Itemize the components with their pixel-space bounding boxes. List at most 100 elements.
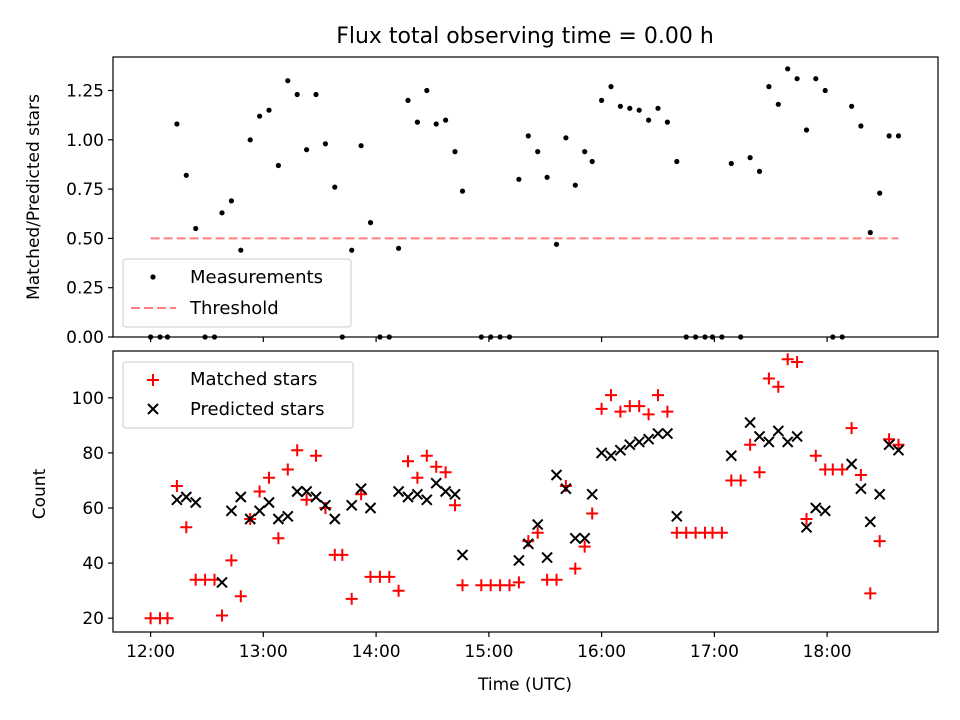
matched-star-point <box>300 493 313 506</box>
measurement-point <box>174 121 180 127</box>
matched-star-point <box>253 485 266 498</box>
predicted-star-point <box>586 488 598 501</box>
matched-star-point <box>734 474 747 487</box>
matched-star-point <box>633 400 646 413</box>
measurement-point <box>459 188 466 194</box>
measurement-point <box>367 220 374 226</box>
predicted-star-point <box>725 449 738 462</box>
predicted-star-point <box>772 425 785 437</box>
matched-star-point <box>263 471 275 484</box>
y-tick-label: 100 <box>72 389 104 409</box>
measurement-point <box>867 229 873 236</box>
measurement-point <box>266 107 272 113</box>
bottom-plot-area <box>144 353 905 625</box>
predicted-star-point <box>624 438 636 451</box>
matched-star-point <box>809 449 822 462</box>
predicted-star-point <box>456 549 469 561</box>
predicted-star-point <box>310 491 322 503</box>
matched-star-point <box>272 532 285 545</box>
matched-star-point <box>336 548 349 561</box>
predicted-star-point <box>319 499 332 512</box>
predicted-star-point <box>513 554 525 567</box>
measurement-point <box>877 190 883 196</box>
matched-star-point <box>216 609 228 622</box>
y-tick-label: 1.25 <box>66 82 104 102</box>
matched-star-point <box>753 466 766 479</box>
predicted-star-point <box>800 521 813 534</box>
x-tick-label: 12:00 <box>126 642 175 662</box>
predicted-star-point <box>282 510 294 523</box>
matched-star-point <box>420 449 433 462</box>
measurement-point <box>313 91 319 98</box>
predicted-star-point <box>355 482 367 495</box>
matched-star-point <box>402 455 414 468</box>
matched-star-point <box>605 389 617 402</box>
measurement-point <box>589 158 595 165</box>
predicted-star-point <box>329 513 341 525</box>
measurement-point <box>794 76 800 82</box>
measurement-point <box>756 168 763 174</box>
y-tick-label: 60 <box>82 499 104 519</box>
predicted-star-point <box>810 502 822 514</box>
y-tick-label: 0.50 <box>66 229 104 249</box>
measurement-point <box>228 198 234 204</box>
matched-star-point <box>781 353 794 366</box>
legend-measurements-label: Measurements <box>190 267 323 288</box>
top-legend-box <box>122 258 352 328</box>
measurement-point <box>349 247 355 253</box>
matched-star-point <box>355 488 368 501</box>
x-axis-label: Time (UTC) <box>477 675 572 695</box>
bottom-y-ticks: 20 40 60 80 100 <box>72 389 113 629</box>
legend-threshold-label: Threshold <box>189 298 279 319</box>
matched-star-point <box>234 590 247 603</box>
predicted-star-point <box>744 416 756 429</box>
predicted-star-point <box>402 491 414 503</box>
matched-star-point <box>449 499 461 512</box>
matched-star-point <box>791 356 804 368</box>
measurement-point <box>219 210 225 216</box>
predicted-star-point <box>522 538 535 550</box>
measurement-point <box>525 133 531 139</box>
x-tick-label: 15:00 <box>464 642 513 662</box>
measurement-point <box>452 149 458 155</box>
top-y-axis-label: Matched/Predicted stars <box>24 94 44 300</box>
bottom-x-ticks: 12:00 13:00 14:00 15:00 16:00 17:00 18:00 <box>126 632 852 662</box>
predicted-star-point <box>633 436 645 448</box>
matched-star-point <box>503 579 516 592</box>
y-tick-label: 40 <box>82 554 104 574</box>
predicted-star-point <box>864 516 877 528</box>
measurement-point <box>322 141 328 147</box>
predicted-star-point <box>855 482 867 495</box>
measurement-point <box>766 84 772 90</box>
predicted-star-point <box>345 499 358 512</box>
y-tick-label: 0.25 <box>66 279 104 299</box>
measurement-point <box>405 97 411 103</box>
top-y-ticks: 0.00 0.25 0.50 0.75 1.00 1.25 <box>66 82 113 348</box>
predicted-star-point <box>291 485 303 498</box>
matched-star-point <box>800 513 813 525</box>
predicted-star-point <box>753 430 766 443</box>
bottom-y-axis-label: Count <box>30 468 50 519</box>
y-tick-label: 20 <box>82 609 104 629</box>
measurement-point <box>544 174 550 180</box>
y-tick-label: 1.00 <box>66 131 104 151</box>
matched-star-point <box>586 507 599 520</box>
matched-star-point <box>772 380 785 393</box>
matched-star-point <box>512 576 525 589</box>
x-tick-label: 16:00 <box>577 642 626 662</box>
measurement-point <box>608 84 614 90</box>
matched-star-point <box>225 554 238 567</box>
measurement-point <box>627 105 633 111</box>
measurement-point <box>599 97 605 103</box>
predicted-star-point <box>652 427 664 440</box>
matched-star-point <box>854 469 867 481</box>
predicted-star-point <box>272 513 285 525</box>
predicted-star-point <box>541 551 553 564</box>
measurement-point <box>275 162 281 169</box>
measurement-point <box>813 76 819 82</box>
measurement-point <box>572 182 578 188</box>
matched-star-point <box>836 463 849 476</box>
measurement-point <box>294 91 300 98</box>
predicted-star-point <box>892 444 905 456</box>
